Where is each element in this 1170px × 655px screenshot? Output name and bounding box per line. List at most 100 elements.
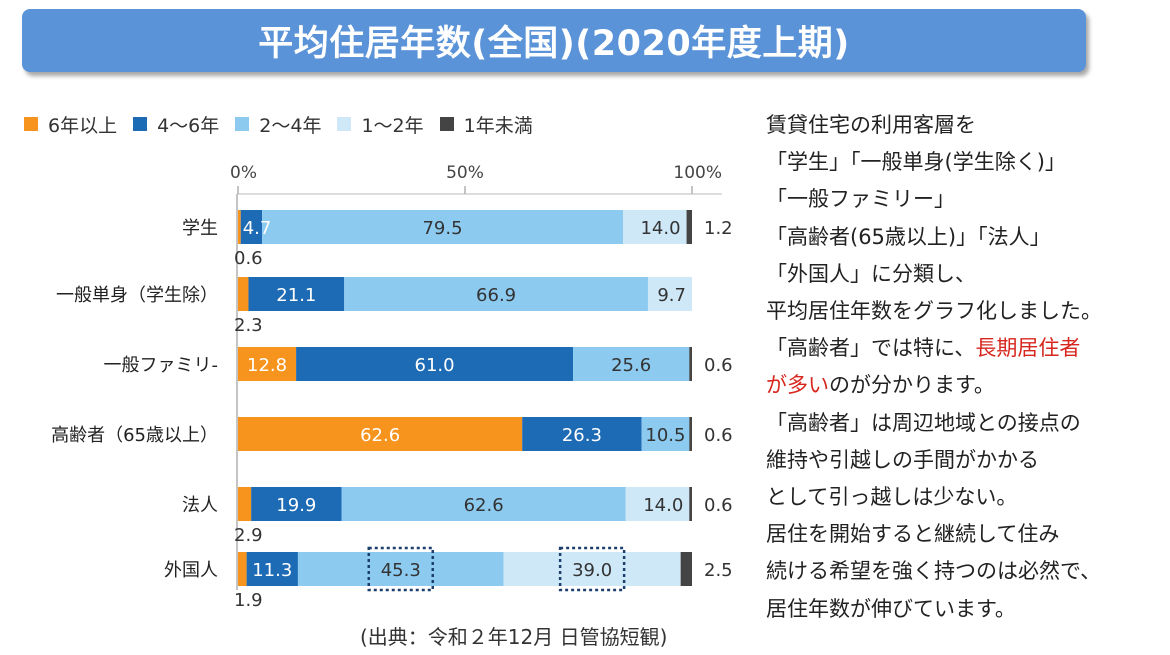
data-label: 66.9 bbox=[476, 285, 516, 306]
legend-swatch bbox=[439, 117, 454, 131]
legend-swatch bbox=[235, 117, 250, 131]
data-label: 2.9 bbox=[234, 525, 263, 546]
legend-label: 6年以上 bbox=[48, 114, 118, 137]
category-label: 学生 bbox=[182, 218, 218, 239]
legend-swatch bbox=[24, 117, 38, 131]
x-tick-label: 50% bbox=[446, 163, 484, 183]
data-label: 2.3 bbox=[234, 315, 263, 336]
bar-segment bbox=[641, 417, 690, 451]
legend-item: 1年未満 bbox=[439, 111, 533, 138]
data-label: 79.5 bbox=[422, 218, 462, 239]
bar-segment bbox=[522, 417, 642, 451]
data-label: 61.0 bbox=[415, 355, 455, 376]
legend-item: 1～2年 bbox=[337, 111, 424, 138]
x-tick-label: 100% bbox=[673, 163, 722, 183]
legend-label: 4～6年 bbox=[157, 114, 220, 137]
bar-segment bbox=[296, 347, 574, 381]
bar-segment bbox=[248, 277, 345, 311]
legend-swatch bbox=[133, 117, 148, 131]
bar-segment bbox=[238, 347, 297, 381]
category-label: 法人 bbox=[182, 495, 218, 516]
bar-segment bbox=[344, 277, 648, 311]
bar-segment bbox=[251, 487, 342, 521]
category-label: 高齢者（65歳以上） bbox=[51, 425, 218, 446]
legend-item: 2～4年 bbox=[235, 111, 321, 138]
description-line: 居住を開始すると継続して住み bbox=[766, 522, 1060, 547]
legend-swatch bbox=[337, 117, 352, 131]
data-label: 14.0 bbox=[640, 218, 680, 239]
data-label: 19.9 bbox=[276, 495, 316, 516]
bar-segment bbox=[341, 487, 626, 521]
description-line: 賃貸住宅の利用客層を bbox=[766, 113, 976, 137]
page-title: 平均住居年数(全国)(2020年度上期) bbox=[22, 9, 1086, 72]
description-line: 「高齢者」では特に、長期居住者 bbox=[766, 330, 1166, 367]
data-label: 26.3 bbox=[562, 425, 602, 446]
legend-item: 6年以上 bbox=[24, 111, 117, 138]
bar-segment bbox=[689, 347, 692, 381]
description-line: 維持や引越しの手間がかかる bbox=[766, 447, 1039, 472]
data-label: 25.6 bbox=[611, 355, 651, 376]
description-line: 「高齢者(65歳以上)」「法人」 bbox=[766, 224, 1051, 249]
bar-segment bbox=[503, 552, 681, 586]
highlight-box bbox=[558, 546, 626, 592]
data-label: 0.6 bbox=[234, 248, 263, 269]
data-label: 2.5 bbox=[704, 560, 733, 581]
bar-segment bbox=[238, 552, 247, 586]
description-line: 平均居住年数をグラフ化しました。 bbox=[766, 299, 1102, 324]
bar-segment bbox=[686, 210, 692, 244]
highlight-text: が多い bbox=[766, 373, 829, 398]
data-label: 9.7 bbox=[657, 285, 686, 306]
bar-segment bbox=[262, 210, 623, 244]
description-line: 「高齢者」は周辺地域との接点の bbox=[766, 410, 1081, 435]
description-line: 「学生」「一般単身(学生除く)」 bbox=[766, 150, 1066, 175]
data-label: 0.6 bbox=[704, 425, 733, 446]
legend-label: 1年未満 bbox=[463, 114, 533, 137]
legend-item: 4～6年 bbox=[133, 111, 219, 138]
category-label: 外国人 bbox=[164, 560, 218, 581]
bar-segment bbox=[238, 417, 523, 451]
data-label: 62.6 bbox=[360, 425, 400, 446]
bar-segment bbox=[297, 552, 504, 586]
data-label: 62.6 bbox=[464, 495, 504, 516]
description-text: のが分かります。 bbox=[829, 373, 995, 398]
legend-label: 2～4年 bbox=[259, 114, 322, 137]
description-line: 続ける希望を強く持つのは必然で、 bbox=[766, 559, 1102, 584]
bar-segment bbox=[238, 277, 249, 311]
bar-segment bbox=[238, 487, 252, 521]
highlight-text: 長期居住者 bbox=[975, 336, 1081, 361]
bar-segment bbox=[238, 210, 241, 244]
data-label: 1.2 bbox=[704, 218, 733, 239]
data-label: 12.8 bbox=[247, 355, 287, 376]
bar-segment bbox=[680, 552, 692, 586]
data-label: 4.7 bbox=[243, 218, 272, 239]
category-label: 一般単身（学生除） bbox=[56, 285, 218, 306]
data-label: 11.3 bbox=[252, 560, 292, 581]
category-label: 一般ファミリ- bbox=[104, 355, 219, 376]
description-line: 「外国人」に分類し、 bbox=[766, 261, 976, 286]
data-label: 0.6 bbox=[704, 355, 733, 376]
bar-segment bbox=[689, 417, 692, 451]
stacked-bar-chart: 0% 50% 100% 学生 4.7 79.5 14.0 1.2 0.6 一般単身（学生除） 21.… bbox=[51, 163, 733, 611]
bar-segment bbox=[240, 210, 263, 244]
data-label: 1.9 bbox=[234, 590, 263, 611]
data-label: 21.1 bbox=[276, 285, 316, 306]
data-label: 45.3 bbox=[381, 560, 421, 581]
bar-segment bbox=[689, 487, 692, 521]
legend-label: 1～2年 bbox=[361, 114, 424, 137]
source-citation: (出典：令和２年12月 日管協短観) bbox=[360, 625, 668, 649]
description-line: として引っ越しは少ない。 bbox=[766, 485, 1018, 510]
bar-segment bbox=[573, 347, 690, 381]
chart-legend: 6年以上 4～6年 2～4年 1～2年 1年未満 bbox=[24, 110, 539, 138]
description-panel: 賃貸住宅の利用客層を「学生」「一般単身(学生除く)」 「一般ファミリー」「高齢者(… bbox=[766, 107, 1166, 628]
bar-segment bbox=[647, 277, 692, 311]
description-line: 「一般ファミリー」 bbox=[766, 187, 955, 212]
data-label: 14.0 bbox=[643, 495, 683, 516]
description-text: 「高齢者」では特に、 bbox=[766, 336, 976, 361]
bar-segment bbox=[625, 487, 690, 521]
data-label: 0.6 bbox=[704, 495, 733, 516]
bar-segment bbox=[622, 210, 687, 244]
data-label: 10.5 bbox=[645, 425, 685, 446]
highlight-box bbox=[367, 546, 435, 592]
x-tick-label: 0% bbox=[230, 163, 257, 183]
description-line: 居住年数が伸びています。 bbox=[766, 596, 1016, 621]
